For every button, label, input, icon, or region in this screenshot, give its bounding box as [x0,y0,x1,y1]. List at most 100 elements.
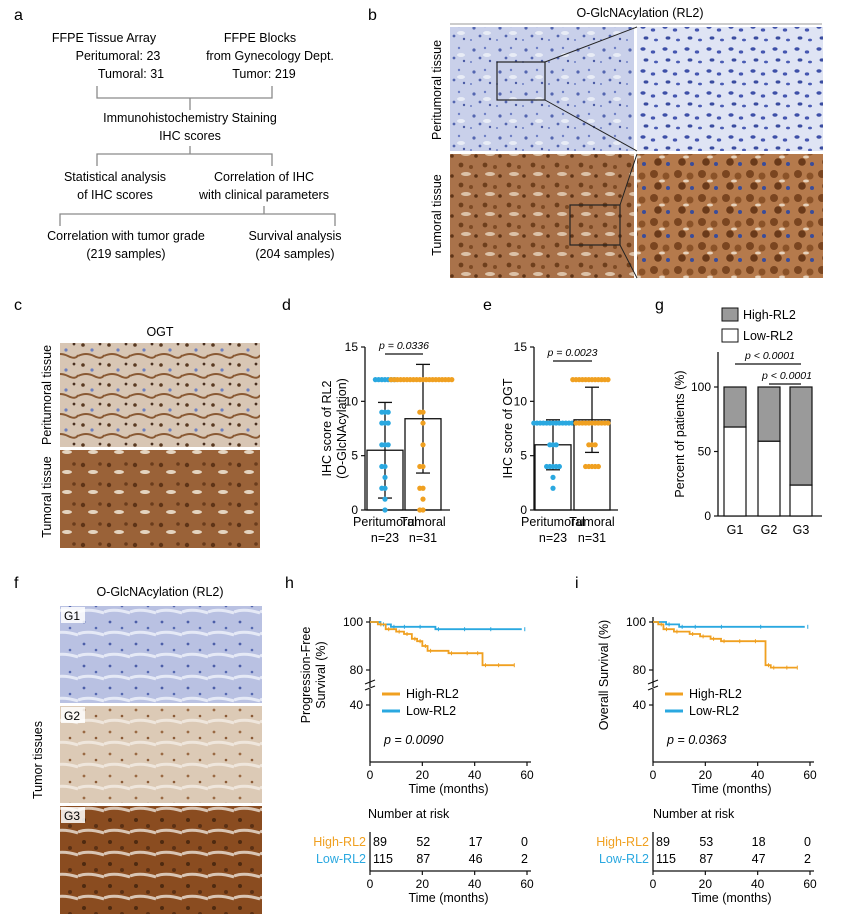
risk-value-i: 18 [752,835,766,849]
data-point-e [556,463,563,470]
micrograph-ogt-peritumoral [60,343,260,447]
data-point-e [605,420,611,426]
panel-letter-b: b [368,7,377,24]
flow-box-1-line-1: FFPE Tissue Array [52,31,157,45]
data-point-d [379,409,385,415]
risk-value-i: 89 [656,835,670,849]
data-point-d [385,442,391,448]
data-point-e [570,377,576,383]
data-point-d [417,463,423,470]
x-tick-label-g: G3 [793,523,810,537]
risk-x-tick-label-h: 60 [520,877,534,891]
risk-row-label-high-rl2: High-RL2 [596,835,649,849]
legend-label-high-rl2: High-RL2 [406,687,459,701]
km-curve-low-rl2 [653,621,805,628]
p-value-e: p = 0.0023 [547,347,598,359]
legend-swatch-high [721,307,739,322]
risk-value-i: 47 [752,852,766,866]
panel-letter-c: c [14,297,22,314]
flow-box-2-line-1: FFPE Blocks [224,31,296,45]
data-point-d [385,409,391,415]
y-axis-label-d: (O-GlcNAcylation) [335,378,349,479]
x-tick-label-d: Tumoral [400,515,445,529]
panel-letter-e: e [483,297,492,314]
y-axis-label-i: Overall Survival (%) [597,620,611,730]
x-tick-label-h: 40 [468,768,482,782]
x-axis-label-h: Time (months) [408,782,488,796]
micrograph-peritumoral-overview [450,27,634,151]
data-point-d [420,442,426,448]
grade-label-g1: G1 [64,609,80,623]
micrograph-tumoral-overview [450,154,634,278]
panel-letter-f: f [14,575,19,592]
y-tick-label-e: 5 [520,449,527,463]
flow-box-2-line-3: Tumor: 219 [232,67,296,81]
risk-value-h: 17 [469,835,483,849]
data-point-e [550,485,556,491]
data-point-e [550,474,556,480]
p-value-i: p = 0.0363 [666,733,726,747]
flow-box-3-line-2: IHC scores [159,129,221,143]
flow-box-1-line-3: Tumoral: 31 [98,67,164,81]
data-point-d [388,377,394,383]
data-point-d [382,474,388,480]
risk-x-axis-label-i: Time (months) [691,891,771,905]
panel-letter-h: h [285,575,294,592]
micrograph-grade-1 [60,606,262,703]
risk-value-h: 89 [373,835,387,849]
data-point-d [420,496,426,502]
flow-box-1-line-2: Peritumoral: 23 [76,49,161,63]
axis-break-h [364,679,376,685]
y-tick-label-h: 40 [350,698,364,712]
legend-label-high-rl2: High-RL2 [689,687,742,701]
x-axis-label-i: Time (months) [691,782,771,796]
data-point-d [372,377,378,383]
data-point-d [379,442,385,448]
flow-connectors [59,86,336,226]
panel-c-row-label-tumoral: Tumoral tissue [40,456,54,538]
y-tick-label-d: 10 [345,394,359,408]
risk-x-tick-label-h: 20 [416,877,430,891]
data-point-d [379,463,385,470]
zoom-box-peritumoral [496,61,546,101]
y-tick-label-g: 100 [691,380,711,394]
data-point-e [531,420,537,426]
risk-value-i: 0 [804,835,811,849]
bar-segment-high-g1 [723,386,747,428]
micrograph-ogt-tumoral [60,450,260,548]
panel-letter-i: i [575,575,579,592]
x-tick-label-i: 0 [650,768,657,782]
bar-segment-high-g3 [789,386,813,486]
micrograph-peritumoral-zoom [637,27,823,151]
x-tick-label-h: 60 [520,768,534,782]
n-label-d: n=31 [409,531,437,545]
risk-x-tick-label-i: 40 [751,877,765,891]
x-tick-label-i: 60 [803,768,817,782]
legend-swatch-low [721,328,739,343]
x-tick-label-e: Tumoral [569,515,614,529]
y-tick-label-i: 40 [633,698,647,712]
panel-b: b O-GlcNAcylation (RL2) Peritumoral tiss… [368,6,823,279]
axis-break-i [647,679,659,685]
data-point-d [379,420,385,426]
risk-x-tick-label-h: 0 [367,877,374,891]
p-value-g1-g3: p < 0.0001 [744,350,795,362]
km-curve-low-rl2 [370,621,522,631]
risk-value-h: 115 [373,852,393,866]
y-tick-label-g: 50 [698,445,712,459]
risk-value-i: 87 [699,852,713,866]
risk-value-h: 0 [521,835,528,849]
bar-segment-low-g2 [757,440,781,517]
flow-box-2-line-2: from Gynecology Dept. [206,49,334,63]
panel-b-row-label-peritumoral: Peritumoral tissue [430,40,444,140]
charts-layer: 0 5 10 15 IHC score of RL2 (O-GlcNAcylation) P… [299,307,822,905]
panel-f-title: O-GlcNAcylation (RL2) [96,585,223,599]
panel-f-side-label: Tumor tissues [31,721,45,799]
y-axis-label-h: Survival (%) [314,641,328,708]
y-tick-label-d: 15 [345,340,359,354]
x-tick-label-h: 0 [367,768,374,782]
risk-x-tick-label-i: 20 [699,877,713,891]
data-point-e [583,463,589,470]
data-point-d [417,485,423,491]
